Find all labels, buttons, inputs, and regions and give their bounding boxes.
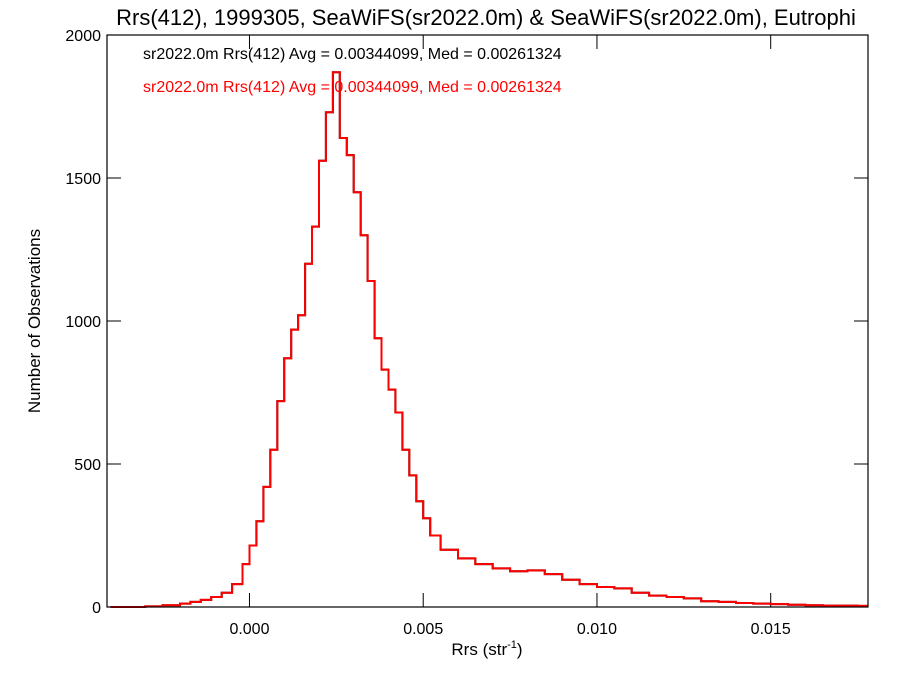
series-layer bbox=[110, 71, 868, 608]
y-tick-label: 0 bbox=[92, 600, 101, 617]
x-tick-label: 0.005 bbox=[403, 621, 443, 638]
y-tick-label: 2000 bbox=[65, 28, 101, 45]
x-tick-label: 0.000 bbox=[229, 621, 269, 638]
y-tick-label: 500 bbox=[74, 457, 101, 474]
x-axis-label-close: ) bbox=[517, 640, 523, 659]
plot-frame bbox=[106, 34, 869, 608]
chart-title: Rrs(412), 1999305, SeaWiFS(sr2022.0m) & … bbox=[116, 5, 856, 30]
y-tick-label: 1000 bbox=[65, 314, 101, 331]
y-axis-ticks: 0 500 1000 1500 2000 bbox=[65, 28, 868, 617]
series-1-histogram-line bbox=[110, 71, 868, 608]
x-axis-label: Rrs (str-1) bbox=[451, 639, 522, 659]
x-axis-label-main: Rrs (str bbox=[451, 640, 507, 659]
x-axis-label-superscript: -1 bbox=[507, 639, 517, 651]
x-tick-label: 0.010 bbox=[577, 621, 617, 638]
annotation-red-stats: sr2022.0m Rrs(412) Avg = 0.00344099, Med… bbox=[143, 79, 562, 96]
annotation-black-stats: sr2022.0m Rrs(412) Avg = 0.00344099, Med… bbox=[143, 46, 562, 63]
y-tick-label: 1500 bbox=[65, 171, 101, 188]
x-tick-label: 0.015 bbox=[751, 621, 791, 638]
y-axis-label: Number of Observations bbox=[25, 229, 44, 413]
x-axis-ticks: 0.000 0.005 0.010 0.015 bbox=[229, 35, 791, 638]
